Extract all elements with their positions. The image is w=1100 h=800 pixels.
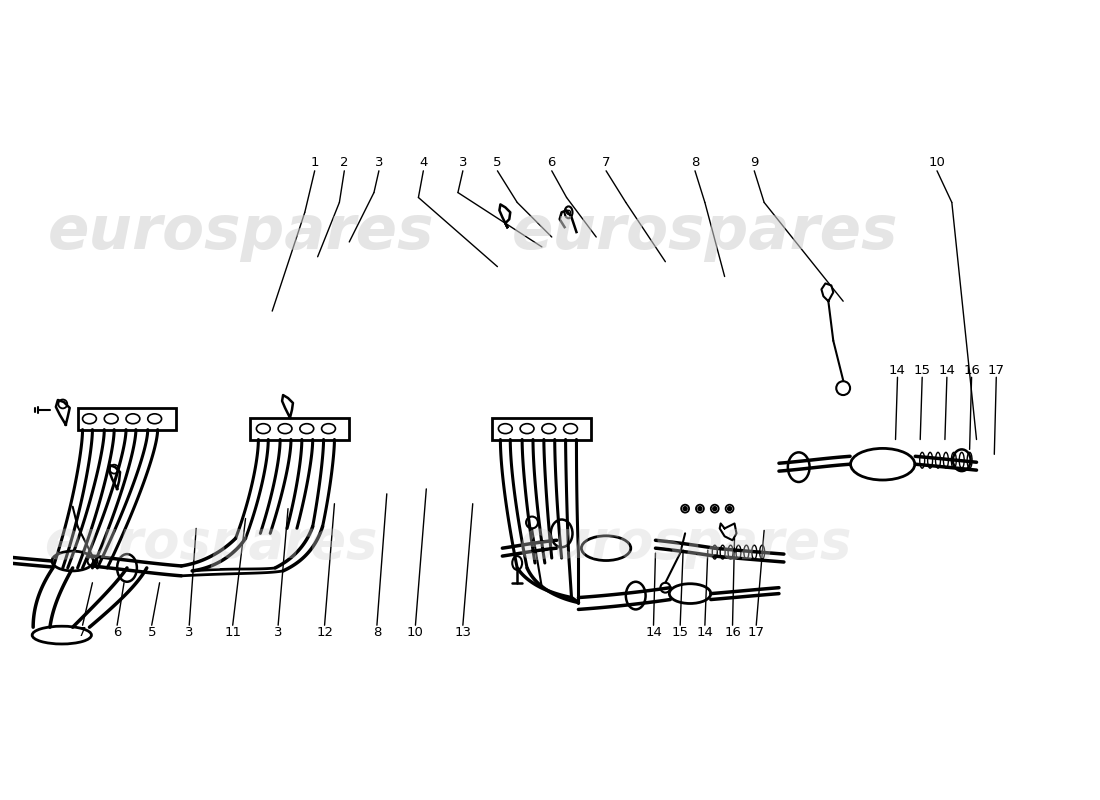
Text: eurospares: eurospares: [512, 202, 898, 262]
Text: 17: 17: [748, 626, 764, 638]
Text: 15: 15: [914, 364, 931, 377]
Text: 11: 11: [224, 626, 241, 638]
Ellipse shape: [698, 506, 702, 510]
Text: eurospares: eurospares: [44, 518, 377, 570]
Text: 14: 14: [696, 626, 713, 638]
Text: 10: 10: [928, 157, 945, 170]
Ellipse shape: [727, 506, 732, 510]
Text: 14: 14: [889, 364, 906, 377]
Text: 13: 13: [454, 626, 472, 638]
Ellipse shape: [683, 506, 688, 510]
Text: 8: 8: [691, 157, 700, 170]
Text: 3: 3: [185, 626, 194, 638]
Text: 10: 10: [407, 626, 424, 638]
Text: 6: 6: [548, 157, 556, 170]
Text: 2: 2: [340, 157, 349, 170]
Text: 9: 9: [750, 157, 759, 170]
FancyBboxPatch shape: [78, 408, 176, 430]
Text: 12: 12: [316, 626, 333, 638]
Text: 4: 4: [419, 157, 428, 170]
Text: 15: 15: [672, 626, 689, 638]
Text: eurospares: eurospares: [518, 518, 851, 570]
Ellipse shape: [713, 506, 717, 510]
Text: 7: 7: [602, 157, 610, 170]
Text: 5: 5: [493, 157, 502, 170]
Text: 1: 1: [310, 157, 319, 170]
Ellipse shape: [566, 210, 571, 214]
Text: 3: 3: [274, 626, 283, 638]
Text: 3: 3: [459, 157, 468, 170]
Text: eurospares: eurospares: [47, 202, 433, 262]
Text: 14: 14: [938, 364, 955, 377]
Text: 5: 5: [147, 626, 156, 638]
Text: 3: 3: [375, 157, 383, 170]
Text: 6: 6: [113, 626, 121, 638]
FancyBboxPatch shape: [251, 418, 350, 439]
Text: 8: 8: [373, 626, 381, 638]
Text: 16: 16: [964, 364, 980, 377]
FancyBboxPatch shape: [493, 418, 592, 439]
Text: 14: 14: [645, 626, 662, 638]
Text: 7: 7: [78, 626, 87, 638]
Text: 17: 17: [988, 364, 1004, 377]
Text: 16: 16: [724, 626, 741, 638]
